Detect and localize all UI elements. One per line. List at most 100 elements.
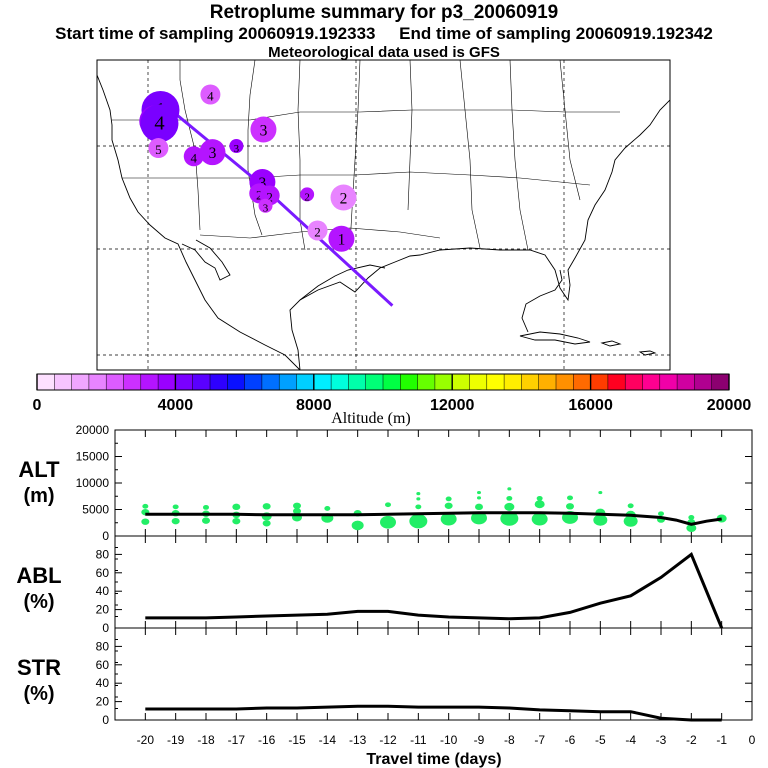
alt-point [688, 515, 695, 520]
map-marker-dot [183, 146, 204, 167]
y-tick-label: 60 [96, 566, 110, 580]
x-tick-label: -9 [474, 733, 485, 747]
alt-point [507, 487, 512, 491]
alt-point [536, 495, 543, 501]
alt-point [477, 496, 481, 500]
alt-point [385, 502, 391, 508]
map-marker-label: 3 [263, 203, 269, 215]
x-tick-label: -7 [534, 733, 545, 747]
colorbar-swatch [607, 374, 626, 390]
x-tick-label: -17 [228, 733, 246, 747]
map-marker-label: 5 [155, 142, 162, 157]
x-tick-label: -12 [379, 733, 397, 747]
map-marker-label: 1 [338, 232, 346, 249]
colorbar-tick-label: 16000 [568, 397, 613, 414]
x-tick-label: -10 [440, 733, 458, 747]
alt-point [172, 504, 179, 510]
x-tick-label: -2 [686, 733, 697, 747]
alt-point [232, 503, 241, 511]
colorbar-swatch [331, 374, 349, 390]
colorbar-swatch [538, 374, 557, 390]
map-marker-8: 3 [250, 116, 277, 143]
alt-point [627, 503, 634, 509]
colorbar-swatch [175, 374, 193, 390]
map-marker-label: 4 [207, 89, 214, 104]
colorbar-tick-label: 8000 [296, 397, 332, 414]
colorbar-swatch [54, 374, 72, 390]
panel-ylabel: ALT [18, 457, 60, 482]
map-marker-label: 3 [259, 175, 267, 192]
alt-point [444, 502, 453, 509]
colorbar-swatch [210, 374, 228, 390]
alt-point [380, 515, 396, 529]
colorbar-swatch [711, 374, 730, 390]
alt-point [658, 511, 664, 517]
colorbar-swatch [452, 374, 470, 390]
map-boundaries [96, 60, 671, 371]
colorbar-swatch [694, 374, 712, 390]
map-marker-dot [229, 139, 244, 153]
y-tick-label: 60 [96, 658, 110, 672]
alt-point [593, 514, 608, 526]
map-marker-5: 4 [183, 146, 204, 167]
colorbar-swatch [88, 374, 107, 390]
panel-abl: 0 20 40 60 80 ABL (%) [16, 535, 753, 635]
panel-yunit: (%) [23, 683, 54, 705]
alt-point [567, 495, 573, 501]
alt-point [500, 511, 519, 526]
colorbar-swatch [556, 374, 574, 390]
y-tick-label: 20000 [76, 423, 110, 437]
alt-point [566, 503, 574, 510]
panel-ylabel: STR [17, 655, 61, 680]
alt-point [686, 524, 697, 533]
y-tick-label: 5000 [82, 503, 109, 517]
x-tick-label: -20 [137, 733, 155, 747]
alt-point [415, 504, 422, 510]
colorbar-swatch [625, 374, 643, 390]
colorbar-tick-label: 12000 [430, 397, 475, 414]
colorbar-title: Altitude (m) [331, 410, 411, 427]
colorbar-swatch [227, 374, 245, 390]
x-tick-label: -16 [258, 733, 276, 747]
sampling-times: Start time of sampling 20060919.192333 E… [0, 24, 768, 44]
alt-point [324, 506, 331, 511]
x-axis-title: Travel time (days) [366, 751, 501, 768]
y-tick-label: 0 [102, 529, 109, 543]
alt-point [351, 520, 364, 531]
map-marker-15: 2 [307, 220, 328, 241]
colorbar-swatch [417, 374, 436, 390]
x-tick-label: -4 [625, 733, 636, 747]
colorbar-swatch [659, 374, 678, 390]
x-tick-label: -14 [319, 733, 337, 747]
start-time-label: Start time of sampling 20060919.192333 [55, 24, 376, 43]
x-tick-label: 0 [749, 733, 756, 747]
x-tick-label: -5 [595, 733, 606, 747]
y-tick-label: 10000 [76, 476, 110, 490]
map-marker-7: 3 [229, 139, 244, 155]
map-marker-dot [307, 220, 328, 241]
chart-title: Retroplume summary for p3_20060919 [209, 2, 559, 23]
x-tick-label: -1 [716, 733, 727, 747]
alt-point [445, 496, 452, 502]
colorbar-swatch [244, 374, 263, 390]
x-tick-label: -18 [197, 733, 215, 747]
colorbar-tick-label: 0 [33, 397, 42, 414]
colorbar-swatch [590, 374, 609, 390]
abl-line [145, 552, 724, 629]
map-marker-dot [148, 138, 169, 159]
alt-point [506, 495, 513, 501]
alt-point [440, 512, 457, 526]
colorbar-swatch [192, 374, 211, 390]
colorbar-swatch [486, 374, 505, 390]
alt-point [262, 520, 271, 527]
alt-point [475, 503, 483, 511]
map-marker-4: 5 [148, 138, 169, 159]
str-line [145, 704, 722, 722]
alt-point [534, 500, 545, 509]
x-tick-label: -8 [504, 733, 515, 747]
alt-point [416, 492, 421, 496]
alt-point [171, 517, 180, 525]
colorbar-swatch [348, 374, 366, 390]
end-time-label: End time of sampling 20060919.192342 [399, 24, 713, 43]
